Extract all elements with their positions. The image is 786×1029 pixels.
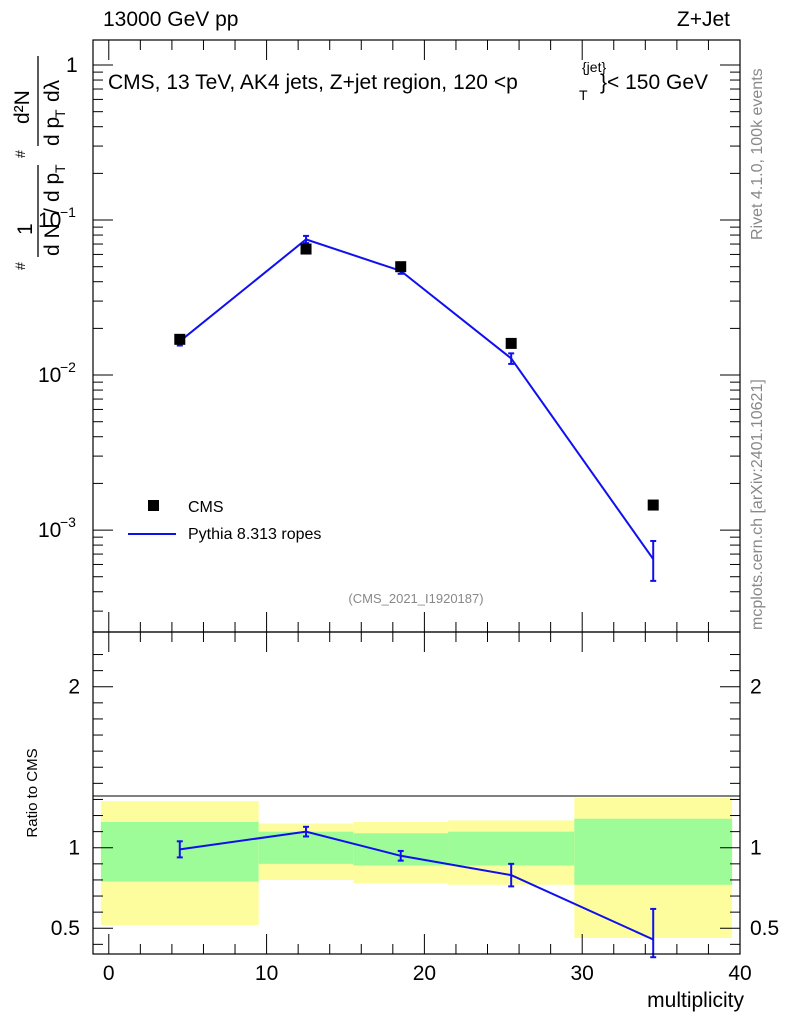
cms-point [395,261,407,273]
y-title-sub-t2: T [52,109,68,118]
x-axis-label: multiplicity [647,989,744,1012]
main-y-ticks [93,64,740,612]
ratio-x-tick-label: 10 [255,962,278,985]
y-title-dl: dλ [41,79,64,102]
main-y-tick-label: 10 [38,519,61,542]
y-title-hash2: # [12,150,28,158]
y-title-dpt2: d p [41,117,64,146]
ratio-x-tick-label: 20 [413,962,436,985]
rivet-label: Rivet 4.1.0, 100k events [749,68,766,240]
cms-point [505,337,517,349]
main-y-tick-label: 1 [66,54,78,77]
mc-line [179,238,655,560]
title-main: CMS, 13 TeV, AK4 jets, Z+jet region, 120… [108,71,518,94]
ratio-y-tick-label-right: 2 [750,676,762,699]
mcplots-label: mcplots.cern.ch [arXiv:2401.10621] [749,379,766,630]
ratio-marks [176,825,657,959]
legend-mc-label: Pythia 8.313 ropes [188,526,321,543]
ratio-y-tick-labels: 2 2 1 1 0.5 0.5 [51,676,779,941]
main-panel: 10−310−210−11 CMS, 13 TeV, AK4 jets, Z+j… [38,39,741,633]
main-y-tick-label: 10 [38,364,61,387]
main-title: CMS, 13 TeV, AK4 jets, Z+jet region, 120… [108,59,708,103]
ratio-x-tick-labels: 0 10 20 30 40 [103,962,752,985]
main-marks [174,234,659,582]
ratio-bands [100,797,733,938]
legend-cms-marker [148,500,159,511]
ratio-band-inner [448,831,575,866]
ratio-y-tick-label: 0.5 [51,917,80,940]
main-y-tick-labels: 10−310−210−11 [38,54,78,542]
ratio-y-tick-label: 1 [68,837,80,860]
y-title-slash: / [41,208,64,214]
ratio-frame [92,631,741,955]
ratio-y-tick-label: 2 [68,676,80,699]
ratio-x-ticks [108,632,741,954]
y-title-one: 1 [14,223,37,235]
title-sub: T [579,87,588,103]
cms-point [300,243,312,255]
legend: CMS Pythia 8.313 ropes [128,499,321,543]
ratio-ylabel: Ratio to CMS [24,748,41,837]
ratio-y-ticks [93,654,740,945]
y-title-sub-t: T [52,164,68,173]
ratio-panel: 2 2 1 1 0.5 0.5 0 10 20 30 40 Ratio to CMS multip… [24,631,779,1012]
main-x-ticks [108,40,741,632]
main-y-tick-exponent: −1 [60,204,76,220]
ratio-x-tick-label: 40 [728,962,751,985]
y-title-d2n: d²N [11,90,34,124]
ratio-x-tick-label: 0 [103,962,115,985]
title-sup: {jet} [582,59,606,75]
y-title-hash1: # [12,262,28,270]
main-y-tick-label: 10 [38,209,61,232]
analysis-id: (CMS_2021_I1920187) [348,591,483,606]
ratio-band-inner [574,818,733,885]
title-tail: }< 150 GeV [600,71,708,94]
ratio-x-tick-label: 30 [571,962,594,985]
cms-point [647,499,659,511]
main-y-tick-exponent: −2 [60,359,76,375]
cms-point [174,333,186,345]
y-title-dn: d N [41,223,64,256]
ratio-y-tick-label-right: 1 [750,837,762,860]
ratio-y-tick-label-right: 0.5 [750,917,779,940]
main-y-tick-exponent: −3 [60,514,76,530]
y-axis-title: # 1 d N / d p T # d²N d p T dλ [11,56,68,270]
legend-cms-label: CMS [188,499,224,516]
y-title-dpt: d p [41,173,64,202]
header-right: Z+Jet [677,8,730,31]
header-left: 13000 GeV pp [103,8,238,31]
